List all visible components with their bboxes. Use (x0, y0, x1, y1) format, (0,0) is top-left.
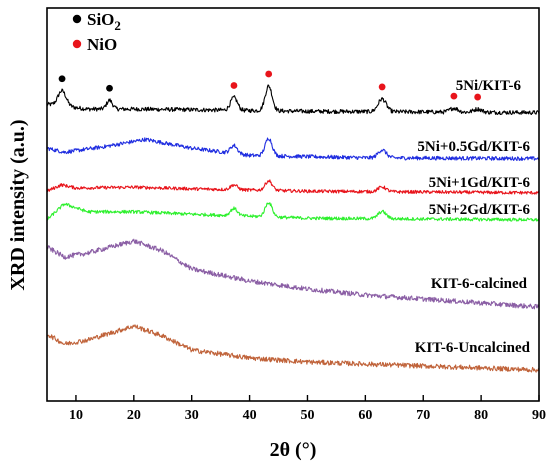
peak-marker-nio-5 (450, 92, 458, 100)
series-line-5ni-2gd-kit-6 (46, 202, 540, 222)
y-axis-label: XRD intensity (a.u.) (7, 119, 29, 290)
legend-nio-marker (72, 39, 82, 49)
x-tick-label-30: 30 (185, 408, 199, 423)
x-axis-label: 2θ (°) (270, 439, 317, 461)
x-tick-label-50: 50 (300, 408, 314, 423)
peak-marker-nio-4 (378, 83, 386, 91)
legend-nio-label: NiO (87, 35, 117, 54)
peak-marker-sio2-1 (106, 84, 113, 92)
x-tick-label-90: 90 (532, 408, 546, 423)
peak-markers (58, 70, 482, 101)
peak-marker-sio2-0 (58, 75, 66, 83)
series-label-5ni-2gd-kit-6: 5Ni+2Gd/KIT-6 (429, 202, 531, 218)
plot-frame (46, 7, 540, 402)
series-label-kit-6-calcined: KIT-6-calcined (431, 276, 528, 292)
x-tick-label-40: 40 (243, 408, 257, 423)
peak-marker-nio-3 (265, 70, 273, 78)
x-tick-label-20: 20 (127, 408, 141, 423)
series-label-5ni-1gd-kit-6: 5Ni+1Gd/KIT-6 (429, 175, 531, 191)
legend-sio2-label: SiO2 (87, 10, 121, 33)
series-line-5ni-1gd-kit-6 (46, 179, 540, 195)
x-tick-label-60: 60 (358, 408, 372, 423)
series-curves (46, 84, 540, 373)
peak-marker-nio-2 (230, 82, 238, 89)
legend: SiO2 NiO (72, 10, 121, 54)
series-labels: 5Ni/KIT-6 5Ni+0.5Gd/KIT-6 5Ni+1Gd/KIT-6 5Ni… (415, 78, 531, 356)
x-tick-label-70: 70 (416, 408, 430, 423)
series-line-kit-6-calcined (46, 238, 540, 310)
x-axis-ticks: 10 20 30 40 50 60 70 80 90 (69, 395, 546, 423)
x-tick-label-80: 80 (474, 408, 488, 423)
peak-marker-nio-6 (474, 93, 482, 101)
series-label-5ni-kit-6: 5Ni/KIT-6 (456, 78, 522, 94)
x-tick-label-10: 10 (69, 408, 83, 423)
legend-sio2-marker (72, 14, 82, 24)
series-line-kit-6-uncalcined (46, 324, 540, 373)
series-label-kit-6-uncalcined: KIT-6-Uncalcined (415, 340, 531, 356)
series-line-5ni-0-5gd-kit-6 (46, 137, 540, 161)
series-line-5ni-kit-6 (46, 84, 540, 116)
series-label-5ni-0-5gd-kit-6: 5Ni+0.5Gd/KIT-6 (417, 139, 530, 155)
